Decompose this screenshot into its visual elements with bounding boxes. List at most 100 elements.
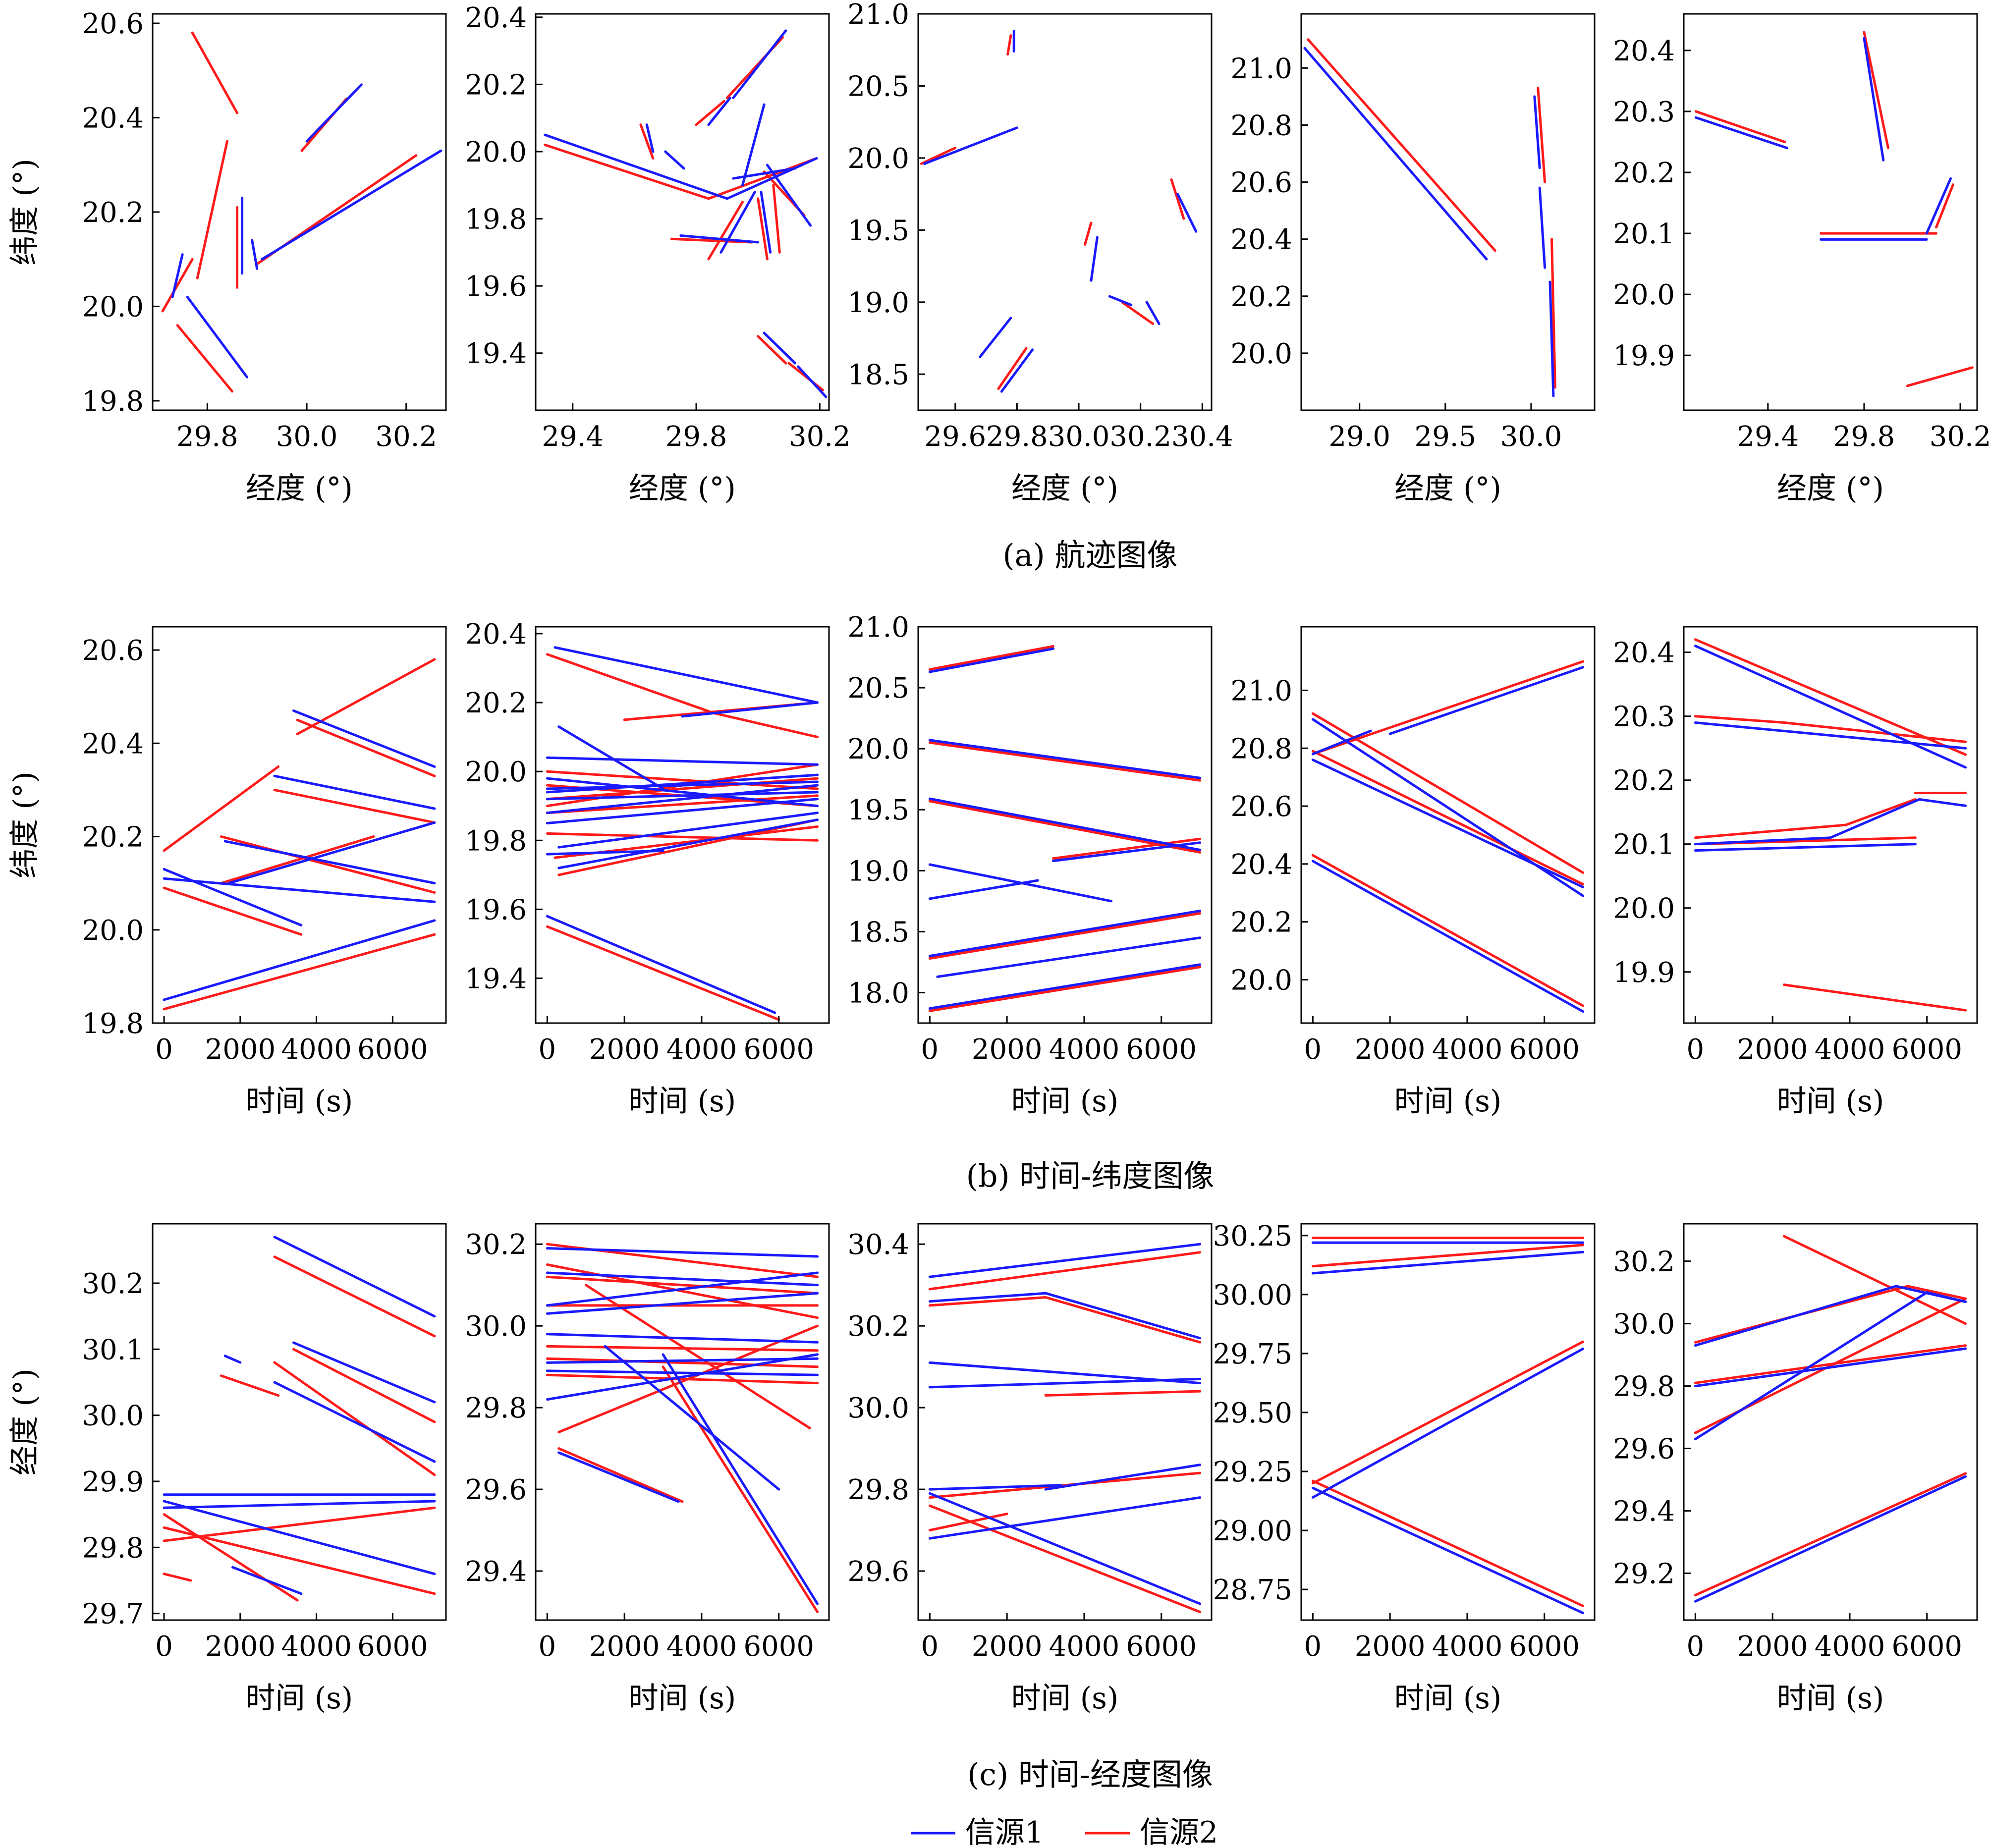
y-tick-label-19-4: 19.4 [465, 338, 527, 370]
track-source2-7 [928, 1513, 1008, 1532]
x-tick-label-0: 0 [539, 1033, 556, 1066]
track-source2-2 [1006, 34, 1012, 55]
x-tick-label-0: 0 [921, 1631, 939, 1663]
track-source1-3 [1694, 1347, 1967, 1388]
x-tick-label-29-8: 29.8 [665, 421, 727, 453]
track-source1-2 [186, 295, 249, 379]
y-tick-label-20-0: 20.0 [847, 733, 909, 765]
track-source2-7 [163, 1506, 436, 1542]
y-tick-label-20-6: 20.6 [1230, 167, 1292, 199]
y-tick-label-19-6: 19.6 [465, 894, 527, 926]
y-tick-label-19-8: 19.8 [465, 204, 527, 236]
track-source2-9 [557, 1324, 819, 1434]
y-tick-label-29-9: 29.9 [82, 1466, 144, 1498]
track-source1-4 [1925, 177, 1952, 235]
y-tick-label-20-0: 20.0 [1230, 338, 1292, 370]
track-source1-2 [928, 739, 1202, 779]
x-axis-label: 时间 (s) [1777, 1681, 1884, 1716]
track-source1-8 [557, 812, 819, 849]
track-source1-7 [1145, 301, 1161, 325]
x-tick-label-6000: 6000 [357, 1033, 428, 1066]
plot-area [544, 29, 828, 398]
y-tick-label-19-8: 19.8 [82, 1008, 144, 1040]
track-source2-11 [546, 1263, 819, 1319]
x-tick-label-4000: 4000 [666, 1033, 737, 1066]
x-tick-label-4000: 4000 [1049, 1033, 1120, 1066]
x-tick-label-6000: 6000 [743, 1631, 814, 1663]
track-source2-6 [1170, 178, 1185, 220]
series-source1 [1311, 1241, 1585, 1615]
track-source2-10 [772, 184, 781, 254]
y-tick-label-20-5: 20.5 [847, 70, 909, 103]
track-source1-2 [546, 1271, 819, 1287]
x-tick-label-2000: 2000 [972, 1033, 1043, 1066]
y-tick-label-19-6: 19.6 [465, 271, 527, 303]
track-source2-8 [1783, 983, 1967, 1012]
track-source1-6 [1694, 843, 1917, 852]
track-source2-1 [928, 645, 1055, 671]
caption-b: (b) 时间-纬度图像 [966, 1158, 1215, 1194]
track-source1-7 [546, 777, 819, 808]
track-source1-4 [1311, 1486, 1585, 1615]
axes-frame [535, 626, 830, 1024]
track-source2-11 [757, 335, 787, 365]
x-tick-label-29-5: 29.5 [1414, 421, 1476, 453]
track-source1-1 [1303, 47, 1488, 261]
track-source2-7 [163, 933, 436, 1011]
series-source2 [163, 1255, 436, 1602]
track-source1-1 [923, 126, 1018, 165]
track-source2-4 [176, 324, 233, 393]
y-tick-label-29-00: 29.00 [1213, 1515, 1292, 1547]
y-tick-label-30-1: 30.1 [82, 1334, 144, 1366]
y-tick-label-29-8: 29.8 [82, 1532, 144, 1564]
y-tick-label-19-5: 19.5 [847, 215, 909, 247]
y-tick-label-29-8: 29.8 [465, 1392, 527, 1424]
track-source1-9 [766, 163, 812, 227]
track-source2-1 [220, 1374, 280, 1397]
y-tick-label-19-9: 19.9 [1613, 340, 1675, 372]
track-source1-5 [1090, 236, 1099, 282]
track-source2-5 [220, 835, 436, 894]
panel-b-4: 0 2000 4000 6000 20.0 20.2 20.4 20.6 20.8 21.0 时间 … [1230, 626, 1596, 1119]
track-source2-6 [928, 1504, 1202, 1613]
track-source1-3 [707, 97, 732, 126]
caption-row-c: (c) 时间-经度图像 [967, 1756, 1213, 1793]
track-source1-12 [741, 103, 766, 187]
track-source1-2 [1694, 721, 1967, 750]
track-source2-2 [1694, 715, 1785, 724]
panel-a-4: 29.0 29.5 30.0 20.0 20.2 20.4 20.6 20.8 21.0 经度 (… [1230, 13, 1596, 506]
y-tick-label-21-0: 21.0 [847, 0, 909, 31]
x-tick-label-30-2: 30.2 [789, 421, 851, 453]
track-source2-6 [546, 1345, 819, 1352]
track-source2-5 [928, 912, 1202, 960]
y-tick-label-30-2: 30.2 [465, 1229, 527, 1261]
track-source1-10 [760, 190, 772, 254]
y-tick-label-29-8: 29.8 [847, 1474, 909, 1506]
track-source2-6 [163, 886, 303, 936]
series-source2 [928, 645, 1202, 1012]
x-tick-label-30-0: 30.0 [1048, 421, 1110, 453]
track-source1-6 [1108, 295, 1133, 307]
track-source1-1 [1694, 116, 1789, 150]
track-source1-8 [719, 190, 756, 254]
x-tick-label-2000: 2000 [589, 1631, 660, 1663]
panel-c-2: 0 2000 4000 6000 29.4 29.6 29.8 30.0 30.2 时间 (s) [465, 1223, 830, 1716]
y-tick-label-20-4: 20.4 [1230, 849, 1292, 881]
y-tick-label-20-0: 20.0 [465, 136, 527, 168]
track-source1-13 [763, 331, 796, 365]
panel-a-3: 29.6 29.8 30.0 30.2 30.4 18.5 19.0 19.5 20.0 20.5… [847, 0, 1233, 506]
y-tick-label-20-4: 20.4 [465, 618, 527, 651]
track-source1-9 [604, 1345, 780, 1491]
track-source1-4 [1829, 798, 1921, 839]
plot-area [161, 31, 442, 393]
y-tick-label-30-4: 30.4 [847, 1229, 909, 1261]
plot-area [928, 645, 1202, 1012]
y-tick-label-30-0: 30.0 [1613, 1308, 1675, 1341]
y-tick-label-20-0: 20.0 [1613, 279, 1675, 311]
series-source1 [928, 1243, 1202, 1605]
y-tick-label-20-4: 20.4 [82, 728, 144, 760]
track-source1-9 [928, 1492, 1202, 1605]
axes-frame [1300, 1223, 1596, 1621]
y-tick-label-30-0: 30.0 [847, 1392, 909, 1424]
y-tick-label-18-0: 18.0 [847, 977, 909, 1009]
